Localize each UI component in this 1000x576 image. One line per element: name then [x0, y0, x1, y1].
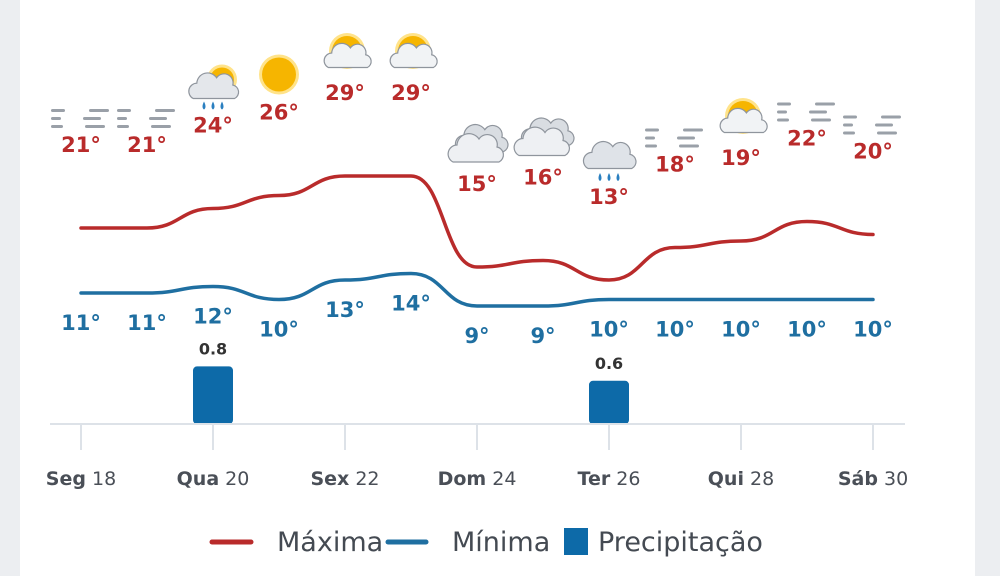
- max-temp-label: 29°: [391, 81, 431, 105]
- cloud-icon: [447, 123, 509, 163]
- x-tick-day: Ter: [578, 468, 611, 490]
- max-temp-label: 16°: [523, 166, 563, 190]
- max-temp-label: 29°: [325, 81, 365, 105]
- precip-label: 0.8: [199, 339, 227, 358]
- min-temp-label: 14°: [391, 292, 431, 316]
- x-tick-date: 30: [878, 468, 908, 490]
- fog-icon: [117, 109, 175, 128]
- min-temp-label: 10°: [853, 318, 893, 342]
- partly-cloudy-icon: [323, 33, 372, 69]
- max-temp-line: [79, 174, 875, 282]
- min-temp-label: 13°: [325, 298, 365, 322]
- precip-bar: [193, 366, 233, 424]
- sun-icon: [259, 54, 299, 95]
- max-temp-label: 24°: [193, 114, 233, 138]
- x-tick-day: Seg: [46, 468, 86, 490]
- min-temp-label: 9°: [530, 324, 555, 348]
- x-tick-date: 18: [86, 468, 116, 490]
- x-tick-label: Seg 18: [46, 468, 116, 490]
- x-tick-day: Sáb: [838, 468, 878, 490]
- cloud-icon: [513, 117, 575, 157]
- min-temp-label: 11°: [61, 311, 101, 335]
- precip-label: 0.6: [595, 354, 623, 373]
- min-temp-line: [79, 271, 875, 308]
- fog-icon: [777, 102, 835, 122]
- x-tick-day: Dom: [438, 468, 487, 490]
- min-temp-label: 10°: [259, 318, 299, 342]
- x-tick-date: 26: [610, 468, 640, 490]
- x-tick-day: Qui: [708, 468, 744, 490]
- x-tick-label: Sex 22: [310, 468, 379, 490]
- rain-cloud-sun-icon: [188, 64, 240, 110]
- max-temp-label: 21°: [61, 133, 101, 157]
- fog-icon: [51, 109, 109, 128]
- x-tick-date: 22: [349, 468, 379, 490]
- partly-cloudy-icon: [389, 33, 438, 69]
- max-temp-label: 20°: [853, 140, 893, 164]
- x-tick-date: 20: [219, 468, 249, 490]
- x-tick-day: Sex: [310, 468, 349, 490]
- max-temp-label: 18°: [655, 153, 695, 177]
- min-temp-label: 10°: [721, 318, 761, 342]
- max-temp-label: 13°: [589, 185, 629, 209]
- max-temp-label: 15°: [457, 172, 497, 196]
- forecast-card: 0.8 0.6 Seg 18 Qua 20 Sex 22 Dom 24 Ter 26 Qui …: [20, 0, 975, 576]
- min-temp-label: 12°: [193, 305, 233, 329]
- x-tick-label: Qui 28: [708, 468, 774, 490]
- x-tick-label: Qua 20: [177, 468, 250, 490]
- min-temp-label: 9°: [464, 324, 489, 348]
- min-temp-label: 10°: [589, 318, 629, 342]
- min-temp-label: 10°: [655, 318, 695, 342]
- x-tick-label: Ter 26: [578, 468, 641, 490]
- max-temp-label: 22°: [787, 127, 827, 151]
- min-temp-label: 11°: [127, 311, 167, 335]
- x-tick-label: Sáb 30: [838, 468, 908, 490]
- rain-cloud-icon: [582, 140, 637, 181]
- legend-swatch: [564, 528, 588, 555]
- legend-label: Máxima: [277, 527, 383, 558]
- partly-cloudy-icon: [719, 98, 768, 134]
- forecast-chart: 0.8 0.6 Seg 18 Qua 20 Sex 22 Dom 24 Ter 26 Qui …: [46, 33, 908, 558]
- legend-label: Precipitação: [598, 527, 763, 558]
- x-tick-day: Qua: [177, 468, 220, 490]
- chart-legend: Máxima Mínima Precipitação: [209, 527, 763, 558]
- x-tick-label: Dom 24: [438, 468, 517, 490]
- x-tick-date: 28: [744, 468, 774, 490]
- precip-bar: [589, 380, 629, 424]
- min-temp-label: 10°: [787, 318, 827, 342]
- fog-icon: [843, 115, 901, 135]
- fog-icon: [645, 128, 703, 148]
- max-temp-label: 19°: [721, 146, 761, 170]
- max-temp-label: 26°: [259, 101, 299, 125]
- legend-label: Mínima: [452, 527, 550, 558]
- x-tick-date: 24: [486, 468, 516, 490]
- max-temp-label: 21°: [127, 133, 167, 157]
